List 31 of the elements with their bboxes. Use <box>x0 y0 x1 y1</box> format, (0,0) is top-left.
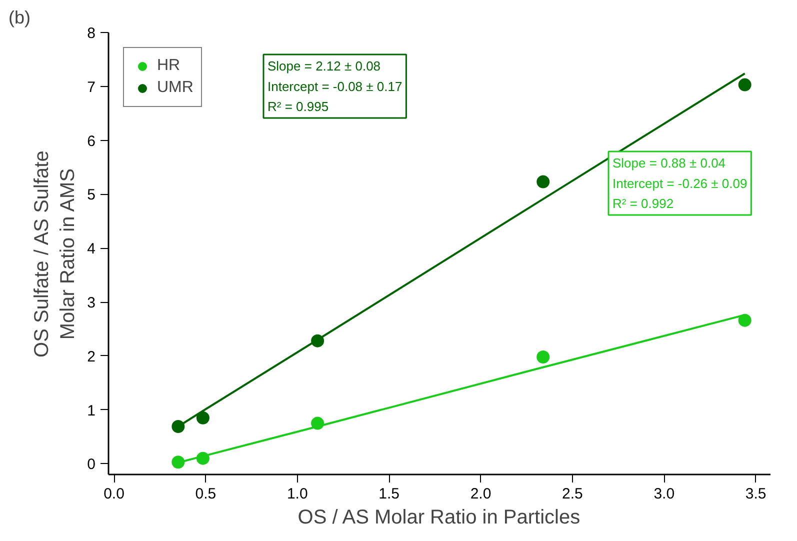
legend-label: UMR <box>157 79 194 97</box>
annotation: Slope = 0.88 ± 0.04 Intercept = -0.26 ± 0.09 R² = 0.992 <box>612 156 748 211</box>
y-tick-label: 3 <box>87 294 96 312</box>
x-axis-title: OS / AS Molar Ratio in Particles <box>298 506 580 528</box>
point <box>536 350 550 364</box>
y-tick-label: 1 <box>87 402 96 420</box>
y-tick-label: 4 <box>87 240 96 258</box>
point <box>172 456 185 469</box>
point <box>738 314 752 327</box>
legend-label: HR <box>157 57 180 75</box>
y-tick-label: 0 <box>87 456 96 474</box>
y-tick-label: 7 <box>87 78 96 96</box>
text: (b) <box>8 8 30 28</box>
x-tick-label: 3.0 <box>654 486 675 502</box>
x-tick-label: 0.5 <box>195 486 216 502</box>
x-tick-label: 0.0 <box>104 486 124 502</box>
x-tick-label: 1.5 <box>378 486 400 502</box>
point <box>196 411 210 424</box>
x-tick-label: 2.5 <box>562 486 583 502</box>
y-tick-label: 8 <box>87 25 96 42</box>
y-tick-label: 6 <box>87 132 96 150</box>
y-axis-title: OS Sulfate / AS Sulfate Molar Ratio in AMS <box>30 150 80 358</box>
x-tick-label: 2.0 <box>470 486 492 502</box>
annotation: Slope = 2.12 ± 0.08 Intercept = -0.08 ± 0.17 R² = 0.995 <box>268 58 402 114</box>
point <box>536 175 550 188</box>
x-tick-label: 1.0 <box>286 486 308 502</box>
point <box>738 78 752 92</box>
point <box>172 420 185 434</box>
x-tick-label: 3.5 <box>745 486 766 502</box>
y-tick-label: 5 <box>87 186 96 204</box>
y-tick-label: 2 <box>87 348 96 366</box>
